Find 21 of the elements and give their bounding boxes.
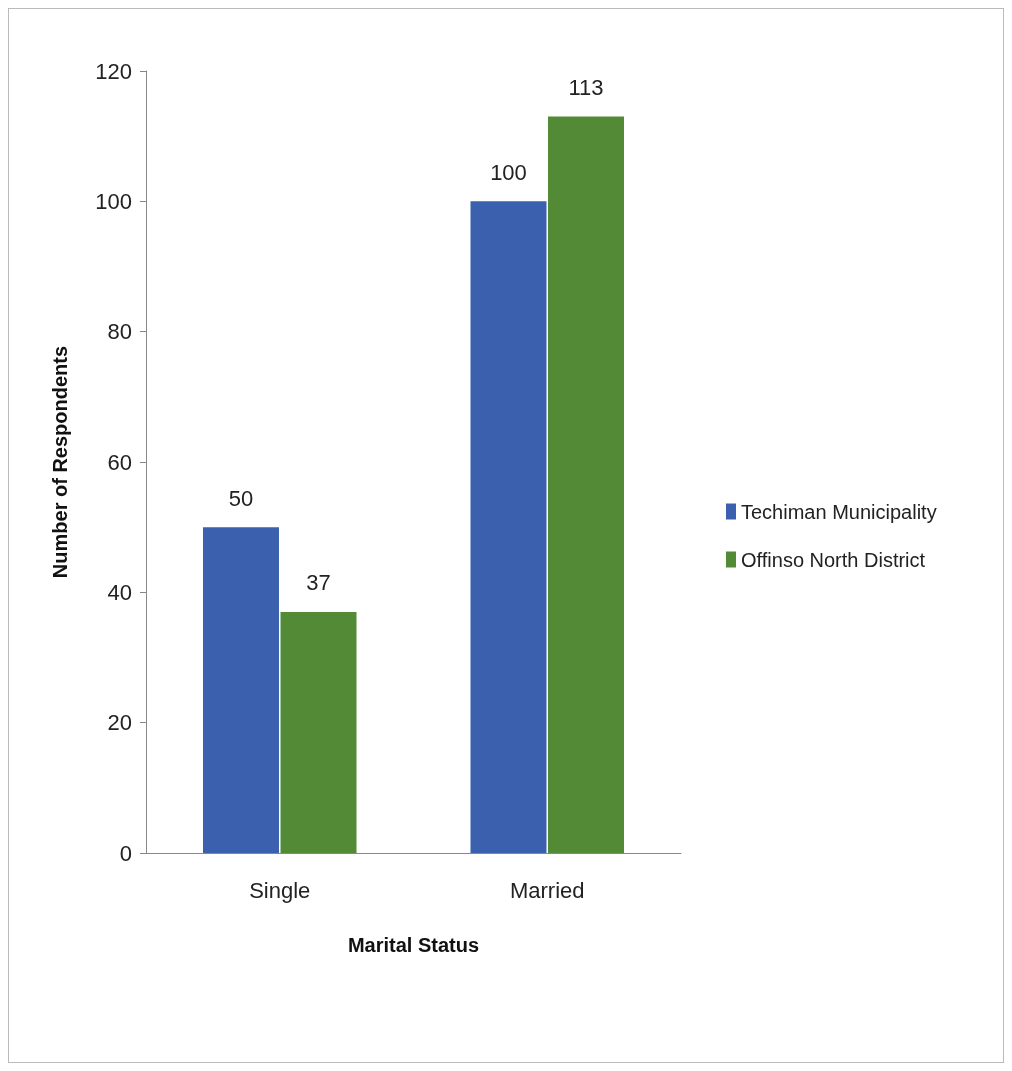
legend-label: Offinso North District	[741, 548, 926, 571]
y-tick-label: 100	[95, 188, 132, 214]
legend-label: Techiman Municipality	[741, 500, 937, 523]
data-label: 100	[490, 159, 527, 185]
x-tick-label: Single	[249, 877, 311, 903]
bar	[470, 201, 547, 853]
bar	[280, 611, 357, 853]
y-tick-label: 0	[119, 840, 132, 866]
y-tick-label: 80	[107, 319, 132, 345]
y-tick-label: 60	[107, 449, 132, 475]
y-tick-label: 40	[107, 579, 132, 605]
y-tick-label: 20	[107, 710, 132, 736]
data-label: 50	[228, 485, 254, 511]
bar	[202, 527, 279, 853]
y-tick-label: 120	[95, 58, 132, 84]
y-axis-title: Number of Respondents	[49, 345, 71, 579]
data-label: 113	[568, 75, 604, 101]
bar	[548, 116, 625, 853]
data-label: 37	[306, 570, 331, 596]
x-tick-label: Married	[509, 877, 585, 903]
x-axis-title: Marital Status	[347, 934, 480, 956]
